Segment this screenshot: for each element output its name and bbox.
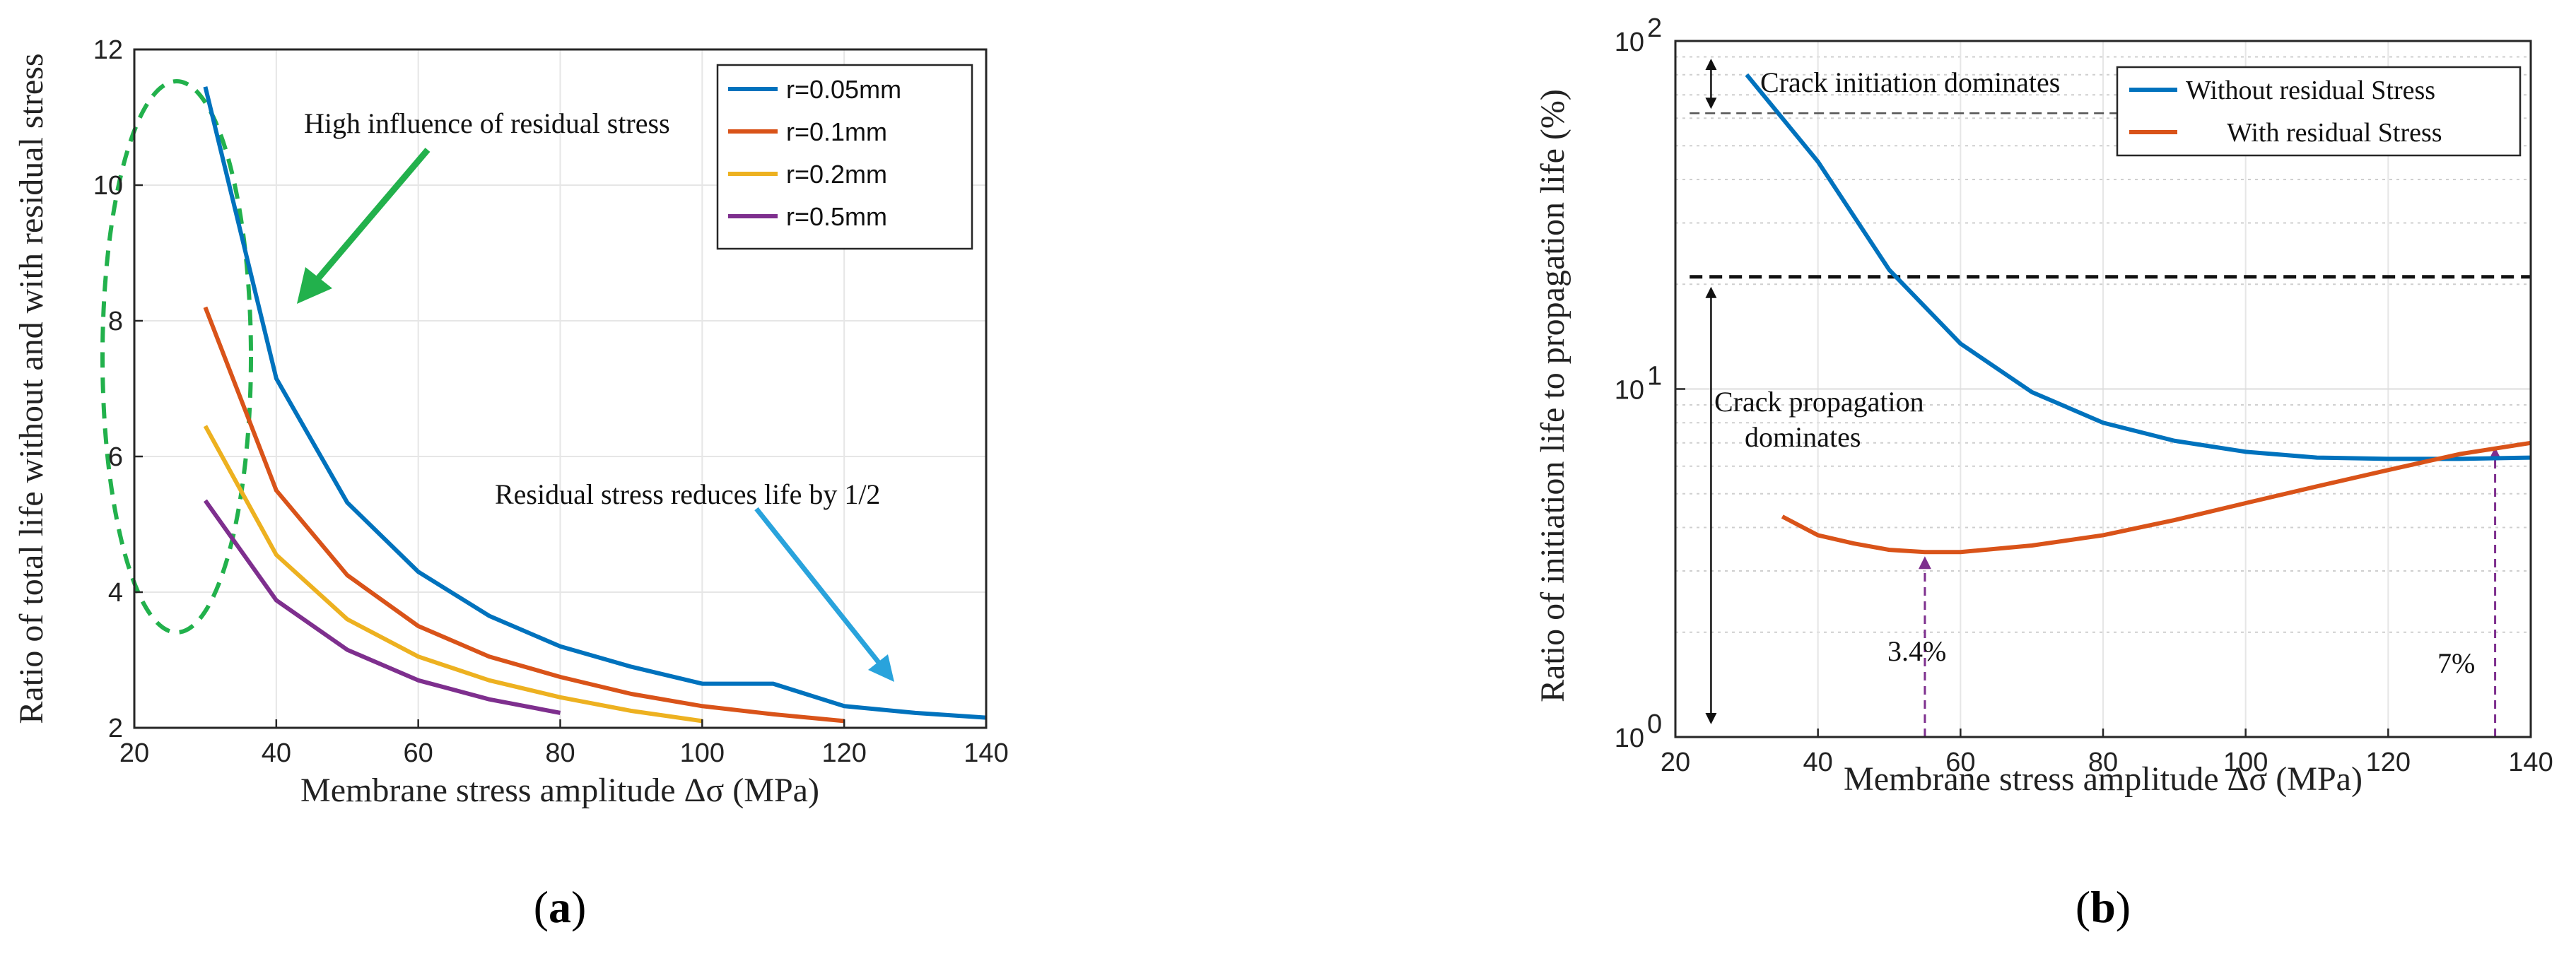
b-caption-letter: b bbox=[2090, 882, 2116, 932]
b-x-tick-label-3: 80 bbox=[2088, 748, 2118, 777]
b-purple-arrow-head-1 bbox=[1918, 556, 1931, 570]
b-y-tick-label-1: 10 bbox=[1615, 376, 1644, 406]
b-annotation-7-percent: 7% bbox=[2437, 647, 2475, 679]
a-series-line-3 bbox=[203, 425, 703, 724]
a-x-tick-label-2: 60 bbox=[404, 738, 433, 768]
b-y-tick-exponent-1: 1 bbox=[1647, 362, 1662, 391]
b-x-tick-label-5: 120 bbox=[2366, 748, 2411, 777]
b-initiation-arrow-head-top bbox=[1705, 59, 1717, 70]
b-series-line-2 bbox=[1781, 440, 2531, 555]
b-x-tick-label-6: 140 bbox=[2508, 748, 2553, 777]
a-y-tick-label-3: 8 bbox=[108, 307, 123, 336]
a-annotation-reduces-life: Residual stress reduces life by 1/2 bbox=[495, 478, 880, 510]
b-x-axis-label: Membrane stress amplitude Δσ (MPa) bbox=[1844, 760, 2363, 798]
b-y-tick-exponent-2: 2 bbox=[1647, 13, 1662, 43]
b-series-line-1 bbox=[1745, 73, 2531, 461]
b-y-tick-exponent-0: 0 bbox=[1647, 709, 1662, 739]
a-x-tick-label-4: 100 bbox=[680, 738, 725, 768]
a-annotation-marks bbox=[100, 79, 894, 682]
a-legend-label-2: r=0.1mm bbox=[786, 117, 887, 146]
a-y-tick-label-1: 4 bbox=[108, 578, 123, 608]
a-caption-letter: a bbox=[549, 882, 571, 932]
a-legend-label-4: r=0.5mm bbox=[786, 202, 887, 231]
a-annotation-high-influence: High influence of residual stress bbox=[304, 107, 670, 139]
b-annotation-3-4-percent: 3.4% bbox=[1887, 635, 1946, 667]
a-series bbox=[203, 86, 987, 724]
a-x-tick-label-0: 20 bbox=[119, 738, 149, 768]
b-propagation-arrow-head-bottom bbox=[1705, 713, 1717, 724]
b-y-tick-label-0: 10 bbox=[1615, 724, 1644, 753]
a-grid bbox=[134, 49, 986, 728]
b-x-tick-label-4: 100 bbox=[2223, 748, 2268, 777]
a-caption: (a) bbox=[534, 882, 587, 932]
a-series-line-2 bbox=[203, 306, 845, 724]
a-x-axis-label: Membrane stress amplitude Δσ (MPa) bbox=[300, 772, 819, 809]
a-green-arrow-shaft bbox=[312, 148, 431, 285]
a-series-line-4 bbox=[203, 499, 561, 715]
a-legend-label-1: r=0.05mm bbox=[786, 75, 901, 104]
a-legend-label-3: r=0.2mm bbox=[786, 160, 887, 189]
a-green-arrow-head bbox=[297, 267, 332, 304]
panel-a: 20 40 60 80 100 120 140 2 4 6 8 10 12 High influence… bbox=[13, 35, 1009, 932]
a-ticks: 20 40 60 80 100 120 140 2 4 6 8 10 12 bbox=[93, 35, 1009, 768]
b-propagation-arrow-head-top bbox=[1705, 286, 1717, 298]
a-y-tick-label-2: 6 bbox=[108, 442, 123, 472]
b-legend-label-2: With residual Stress bbox=[2227, 118, 2442, 148]
a-x-tick-label-1: 40 bbox=[262, 738, 291, 768]
b-legend-label-1: Without residual Stress bbox=[2186, 76, 2435, 105]
b-initiation-arrow-head-bottom bbox=[1705, 98, 1717, 110]
b-x-tick-label-2: 60 bbox=[1945, 748, 1975, 777]
a-residual-ellipse bbox=[100, 79, 253, 635]
a-series-line-1 bbox=[203, 86, 987, 720]
b-grid bbox=[1675, 41, 2531, 737]
a-y-tick-label-4: 10 bbox=[93, 171, 123, 201]
b-annotation-propagation-line2: dominates bbox=[1745, 421, 1861, 453]
a-legend: r=0.05mm r=0.1mm r=0.2mm r=0.5mm bbox=[716, 64, 973, 250]
a-y-tick-label-5: 12 bbox=[93, 35, 123, 65]
a-x-tick-label-6: 140 bbox=[964, 738, 1008, 768]
b-y-axis-label: Ratio of initiation life to propagation … bbox=[1534, 89, 1571, 702]
b-legend-box bbox=[2116, 66, 2522, 157]
a-y-axis-label: Ratio of total life without and with res… bbox=[13, 53, 50, 724]
b-caption: (b) bbox=[2076, 882, 2131, 932]
a-blue-arrow-shaft bbox=[754, 507, 882, 666]
a-blue-arrow-head bbox=[868, 654, 894, 682]
b-annotation-propagation-line1: Crack propagation bbox=[1714, 386, 1924, 418]
b-x-tick-label-0: 20 bbox=[1661, 748, 1690, 777]
b-y-tick-label-2: 10 bbox=[1615, 28, 1644, 57]
b-x-tick-label-1: 40 bbox=[1803, 748, 1833, 777]
a-y-tick-label-0: 2 bbox=[108, 714, 123, 743]
b-annotation-initiation: Crack initiation dominates bbox=[1760, 66, 2060, 98]
b-legend: Without residual Stress With residual St… bbox=[2116, 66, 2522, 157]
a-x-tick-label-3: 80 bbox=[545, 738, 575, 768]
b-series bbox=[1745, 73, 2531, 555]
a-x-tick-label-5: 120 bbox=[821, 738, 866, 768]
